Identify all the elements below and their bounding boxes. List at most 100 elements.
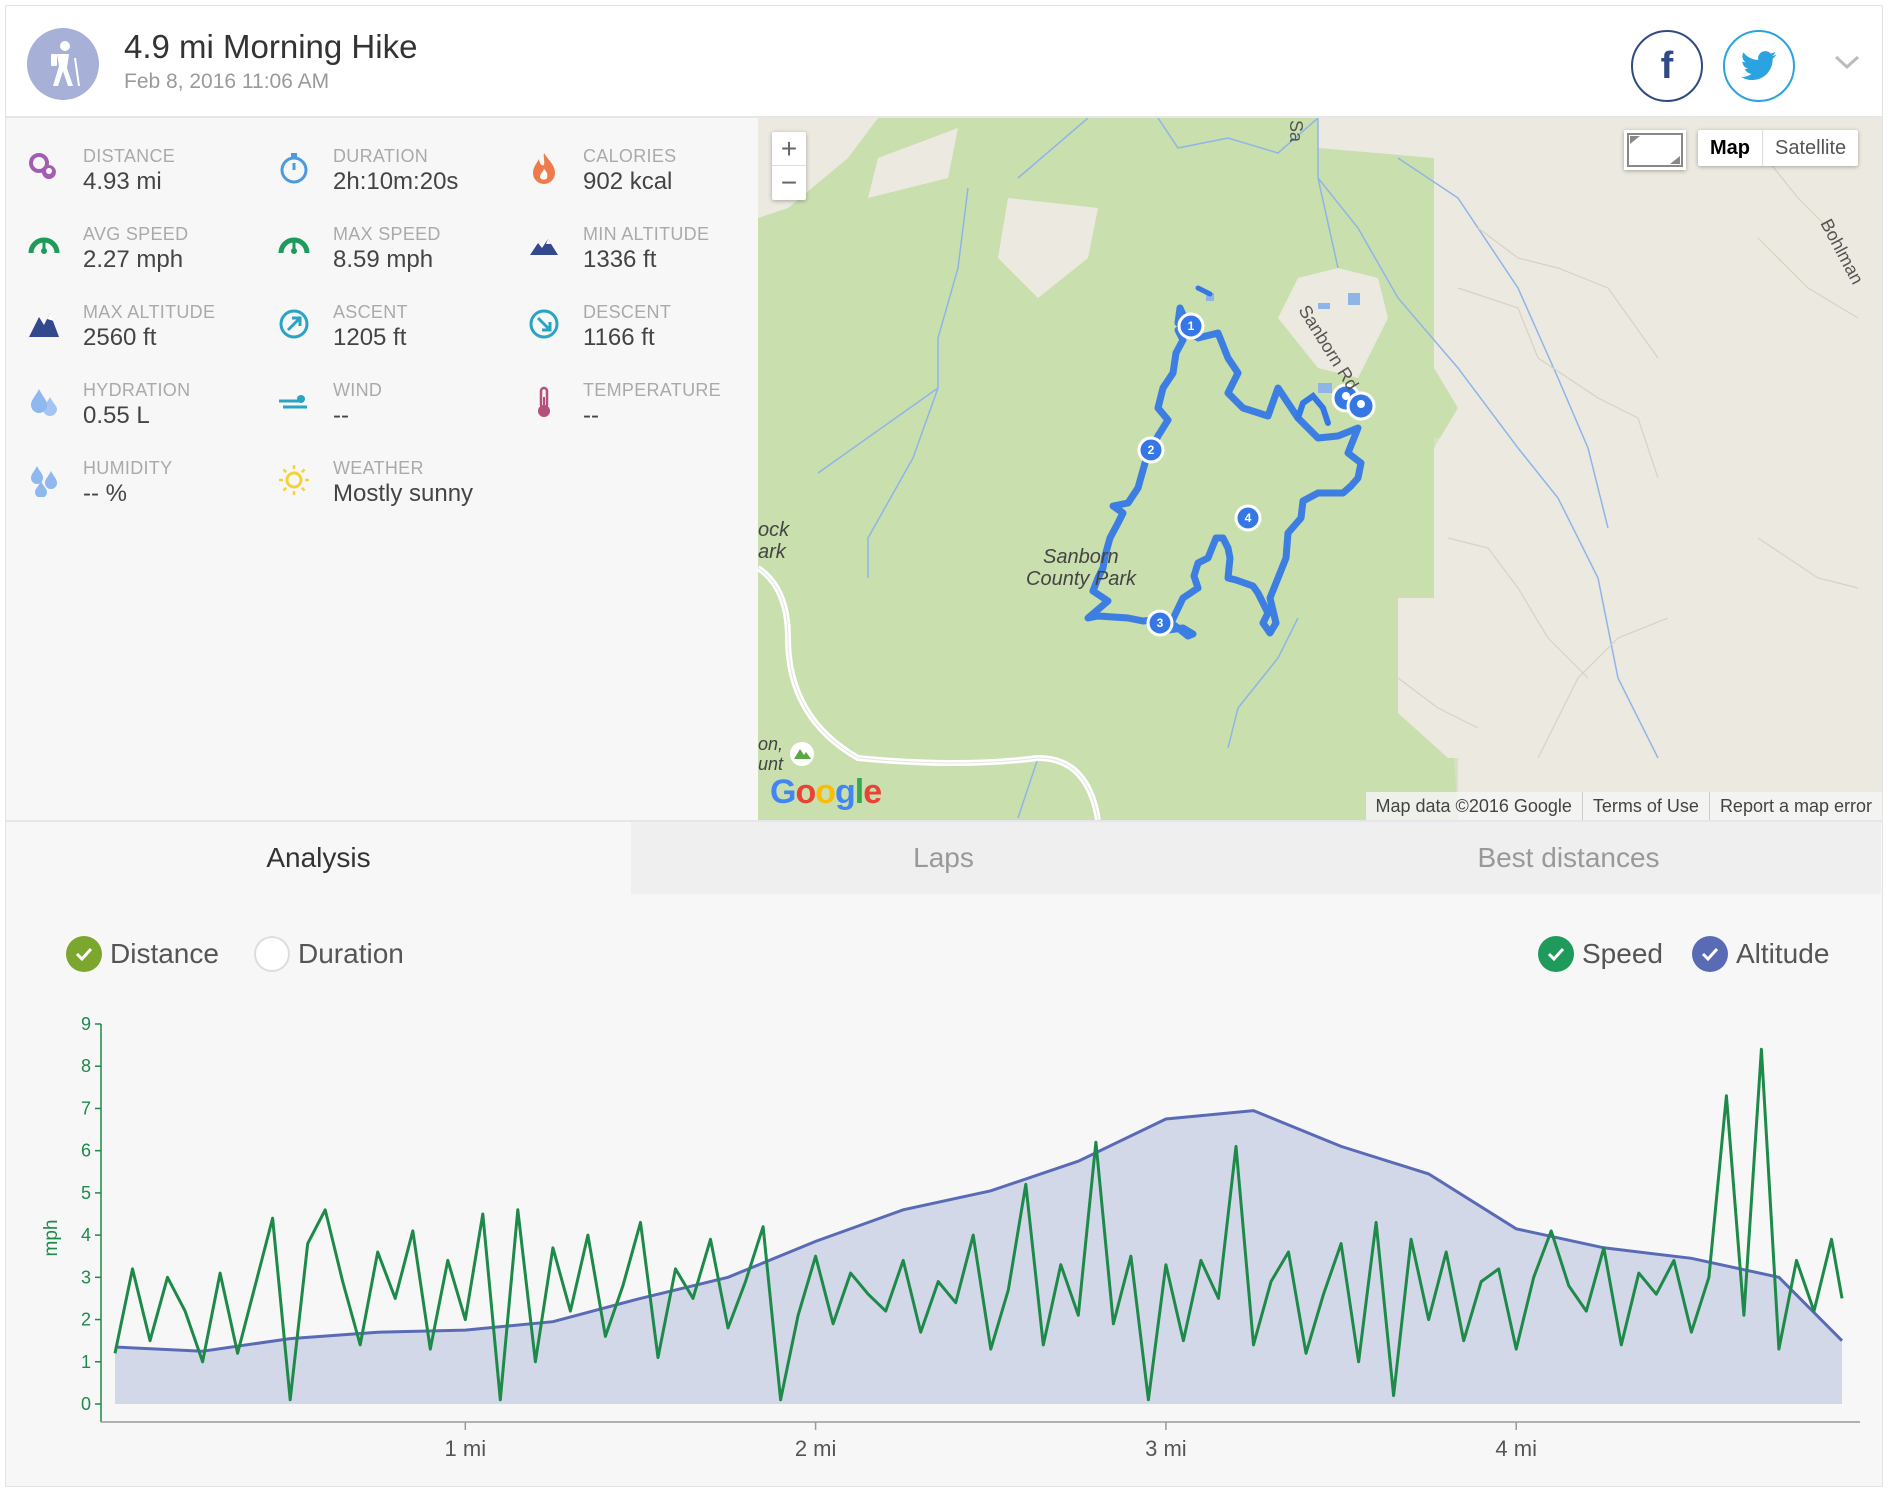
edge-label-ock: ock [758, 519, 790, 541]
speed-series-toggle[interactable]: Speed [1538, 934, 1663, 974]
stat-value: 2h:10m:20s [333, 168, 459, 195]
altitude-line [114, 1109, 1844, 1353]
stat-value: 1336 ft [583, 246, 657, 273]
svg-text:1: 1 [1188, 319, 1195, 333]
map-marker-4[interactable]: 4 [1234, 504, 1262, 532]
x-tick-label: 4 mi [1495, 1436, 1537, 1461]
hiker-icon [27, 28, 99, 100]
stat-value: -- [583, 402, 599, 429]
x-axis-distance-toggle[interactable]: Distance [66, 934, 219, 974]
report-map-error-link[interactable]: Report a map error [1708, 792, 1882, 820]
y-tick-label: 7 [81, 1098, 91, 1118]
y-tick-label: 8 [81, 1056, 91, 1076]
checkmark-icon [66, 936, 102, 972]
wind-icon [276, 384, 312, 420]
tab-best-distances[interactable]: Best distances [1256, 822, 1881, 894]
park-label-county: County Park [1026, 568, 1137, 590]
stat-label: MAX SPEED [333, 224, 441, 244]
facebook-icon: f [1660, 44, 1674, 87]
map-type-satellite-button[interactable]: Satellite [1775, 137, 1847, 159]
stat-value: 1166 ft [583, 324, 655, 351]
duration-toggle-label: Duration [298, 938, 404, 969]
speed-toggle-label: Speed [1582, 938, 1663, 969]
drops-icon [26, 384, 62, 420]
svg-text:4: 4 [1245, 511, 1252, 525]
y-tick-label: 6 [81, 1141, 91, 1161]
checkmark-icon [1692, 936, 1728, 972]
chevron-down-icon[interactable] [1834, 54, 1860, 75]
stat-label: HYDRATION [83, 380, 191, 400]
map-marker-1[interactable]: 1 [1177, 312, 1205, 340]
altitude-series-toggle[interactable]: Altitude [1692, 934, 1829, 974]
edge-label-on: on, [758, 734, 783, 754]
stat-distance: DISTANCE 4.93 mi [6, 136, 246, 196]
tab-laps[interactable]: Laps [631, 822, 1256, 894]
y-tick-label: 3 [81, 1267, 91, 1287]
road-label-sa: Sa [1286, 120, 1306, 143]
twitter-icon [1741, 51, 1777, 81]
flame-icon [526, 150, 562, 186]
zoom-out-button[interactable]: − [780, 167, 798, 198]
stat-max-speed: MAX SPEED 8.59 mph [256, 214, 496, 274]
edge-label-unt: unt [758, 754, 784, 774]
speedometer-icon [26, 228, 62, 264]
stat-value: 8.59 mph [333, 246, 434, 273]
map-attribution: Map data ©2016 Google Terms of Use Repor… [1365, 792, 1882, 820]
stat-label: WEATHER [333, 458, 424, 478]
speed-line [113, 1047, 1844, 1402]
map-type-control: Map Satellite [1698, 130, 1859, 166]
y-tick-label: 0 [81, 1394, 91, 1414]
facebook-share-button[interactable]: f [1631, 30, 1703, 102]
speed-altitude-chart[interactable]: 0 1 2 3 4 5 6 7 8 9 1 mi 2 mi 3 mi 4 mi mph [6, 986, 1882, 1486]
google-logo: Google [770, 773, 882, 811]
ascent-arrow-icon [276, 306, 312, 342]
altitude-area [115, 1110, 1842, 1404]
tab-analysis[interactable]: Analysis [6, 822, 631, 894]
map-canvas: 1 2 3 4 Sanborn County Park ock ark on, … [758, 118, 1882, 820]
route-map[interactable]: 1 2 3 4 Sanborn County Park ock ark on, … [758, 118, 1882, 820]
stat-label: HUMIDITY [83, 458, 173, 478]
y-axis-label: mph [41, 1220, 62, 1257]
zoom-in-button[interactable]: + [772, 132, 806, 166]
stat-value: 0.55 L [83, 402, 150, 429]
svg-text:2: 2 [1148, 443, 1155, 457]
thermometer-icon [526, 384, 562, 420]
y-tick-label: 1 [81, 1352, 91, 1372]
stat-humidity: HUMIDITY -- % [6, 448, 246, 508]
activity-title: 4.9 mi Morning Hike [124, 28, 418, 65]
map-marker-3[interactable]: 3 [1146, 609, 1174, 637]
stat-value: 902 kcal [583, 168, 673, 195]
checkmark-icon [1538, 936, 1574, 972]
activity-date: Feb 8, 2016 11:06 AM [124, 70, 330, 93]
activity-header: 4.9 mi Morning Hike Feb 8, 2016 11:06 AM… [6, 6, 1882, 118]
stat-avg-speed: AVG SPEED 2.27 mph [6, 214, 246, 274]
stat-hydration: HYDRATION 0.55 L [6, 370, 246, 430]
stat-max-altitude: MAX ALTITUDE 2560 ft [6, 292, 246, 352]
descent-arrow-icon [526, 306, 562, 342]
stat-value: -- % [83, 480, 127, 507]
distance-pin-icon [26, 150, 62, 186]
stat-value: 4.93 mi [83, 168, 162, 195]
stat-value: -- [333, 402, 349, 429]
map-marker-2[interactable]: 2 [1137, 436, 1165, 464]
twitter-share-button[interactable] [1723, 30, 1795, 102]
svg-text:3: 3 [1157, 616, 1164, 630]
fullscreen-button[interactable] [1624, 130, 1686, 170]
terms-of-use-link[interactable]: Terms of Use [1581, 792, 1709, 820]
park-label-sanborn: Sanborn [1043, 546, 1119, 568]
stat-temperature: TEMPERATURE -- [506, 370, 746, 430]
x-axis-duration-toggle[interactable]: Duration [254, 934, 404, 974]
stat-wind: WIND -- [256, 370, 496, 430]
y-tick-label: 5 [81, 1183, 91, 1203]
speedometer-icon [276, 228, 312, 264]
distance-toggle-label: Distance [110, 938, 219, 969]
x-tick-label: 2 mi [795, 1436, 837, 1461]
park-marker-icon [790, 742, 814, 766]
stat-label: ASCENT [333, 302, 408, 322]
stat-label: WIND [333, 380, 383, 400]
map-type-map-button[interactable]: Map [1698, 130, 1763, 166]
map-pin-end[interactable] [1346, 391, 1376, 421]
sun-icon [276, 462, 312, 498]
x-tick-label: 3 mi [1145, 1436, 1187, 1461]
stats-panel: DISTANCE 4.93 mi DURATION 2h:10m:20s CALORIE… [6, 118, 758, 820]
